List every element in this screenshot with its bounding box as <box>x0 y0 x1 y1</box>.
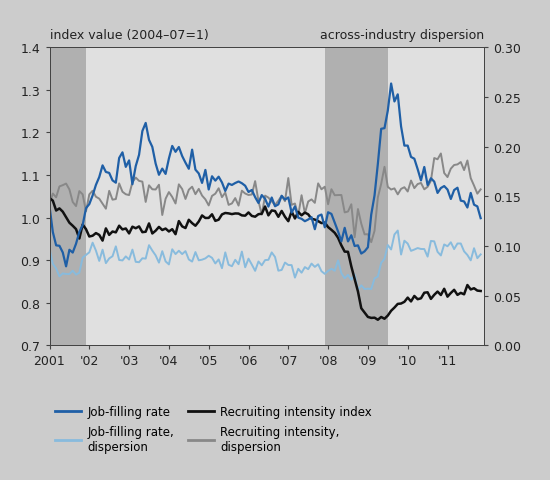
Text: across-industry dispersion: across-industry dispersion <box>320 29 484 42</box>
Bar <box>50 48 86 346</box>
Text: index value (2004–07=1): index value (2004–07=1) <box>50 29 208 42</box>
Bar <box>325 48 388 346</box>
Legend: Job-filling rate, Job-filling rate,
dispersion, Recruiting intensity index, Recr: Job-filling rate, Job-filling rate, disp… <box>56 405 372 453</box>
